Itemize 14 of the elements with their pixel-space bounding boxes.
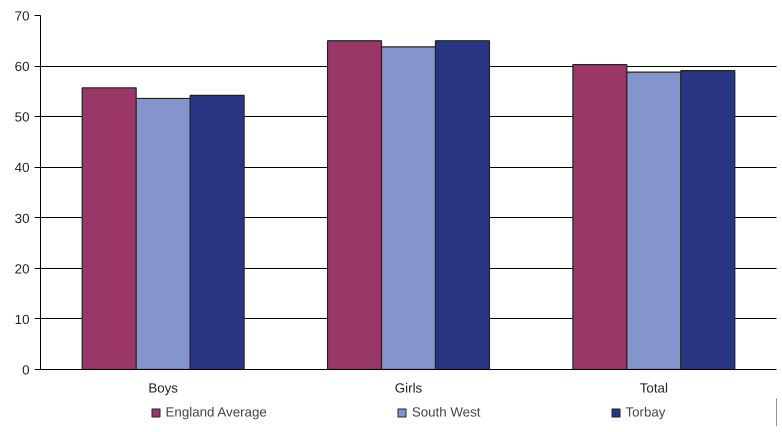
y-tick-label: 10: [14, 312, 30, 327]
x-tick-label: Boys: [148, 380, 178, 396]
y-tick-label: 30: [14, 210, 30, 226]
y-tick-label: 20: [14, 261, 30, 276]
x-tick-label: Total: [640, 380, 668, 396]
y-tick-label: 60: [14, 59, 30, 74]
y-tick-label: 70: [14, 8, 30, 24]
legend-label: Torbay: [625, 404, 666, 420]
y-tick-label: 50: [14, 110, 30, 125]
legend-label: England Average: [166, 404, 267, 420]
y-tick-label: 0: [22, 362, 30, 378]
legend-label: South West: [412, 404, 480, 420]
x-tick-label: Girls: [394, 380, 423, 396]
y-tick-label: 40: [14, 160, 30, 176]
